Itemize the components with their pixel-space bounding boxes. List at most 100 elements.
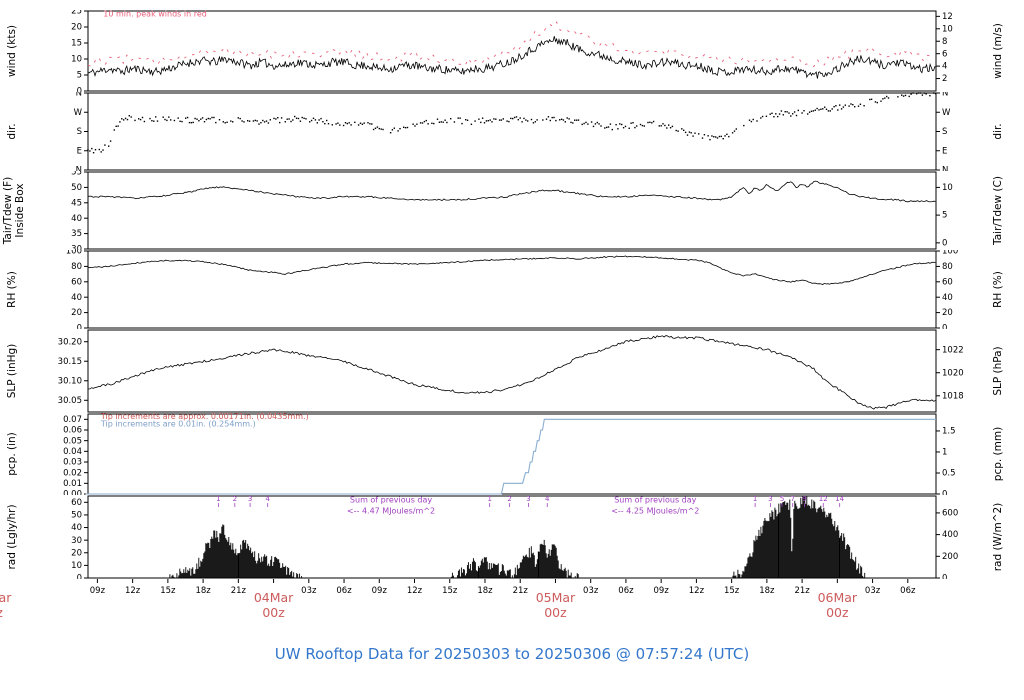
temp-left-axis: 30 35 40 45 50 55 — [71, 171, 88, 250]
rh-frame — [87, 250, 937, 329]
svg-text:1018: 1018 — [942, 391, 964, 401]
svg-text:25: 25 — [71, 10, 82, 17]
svg-text:N: N — [76, 166, 82, 171]
svg-text:10: 10 — [71, 55, 82, 65]
day-label: 05Mar — [536, 590, 576, 605]
wind-direction — [87, 92, 937, 154]
svg-text:30.20: 30.20 — [58, 337, 82, 347]
svg-text:0.00: 0.00 — [63, 490, 82, 495]
day-label: 04Mar — [254, 590, 294, 605]
rad-right-axis-label: rad (W/m^2) — [992, 503, 1004, 572]
svg-text:E: E — [77, 146, 82, 156]
svg-text:40: 40 — [71, 523, 82, 533]
rh-right-axis: 0 20 40 60 80 100 — [936, 250, 958, 329]
svg-text:E: E — [942, 146, 947, 156]
rad-annotation: 12 — [819, 495, 828, 503]
precip-accumulation — [85, 418, 936, 495]
rad-annotation: 1 — [753, 495, 757, 503]
wind-right-axis-label: wind (m/s) — [992, 23, 1004, 79]
svg-text:1022: 1022 — [942, 345, 964, 355]
svg-text:30.10: 30.10 — [58, 376, 82, 386]
svg-text:20: 20 — [942, 308, 953, 318]
svg-text:200: 200 — [942, 552, 958, 562]
x-axis-tick-label: 18z — [477, 586, 493, 596]
svg-text:S: S — [77, 127, 82, 137]
svg-text:S: S — [942, 127, 947, 137]
rad-annotation: 9 — [802, 495, 806, 503]
svg-text:20: 20 — [71, 23, 82, 33]
svg-text:60: 60 — [71, 277, 82, 287]
x-axis-tick-label: 15z — [160, 586, 176, 596]
rad-annotation: 2 — [507, 495, 511, 503]
x-axis-tick-label: 21z — [513, 586, 529, 596]
x-axis-tick-label: 06z — [618, 586, 634, 596]
svg-text:2: 2 — [942, 74, 947, 84]
x-axis-tick-label: 18z — [195, 586, 211, 596]
svg-text:80: 80 — [942, 262, 953, 272]
rad-left-axis: 0 10 20 30 40 50 60 — [71, 498, 88, 579]
x-axis-tick-label: 03z — [865, 586, 881, 596]
svg-text:1: 1 — [942, 448, 947, 458]
temp-right-axis-label: Tair/Tdew (C) — [992, 176, 1004, 246]
svg-text:N: N — [942, 166, 948, 171]
x-axis-tick-label: 09z — [654, 586, 670, 596]
svg-text:N: N — [942, 92, 948, 99]
svg-text:35: 35 — [71, 229, 82, 239]
slp-right-axis: 1018 1020 1022 — [936, 345, 964, 401]
temp-frame — [87, 171, 937, 250]
day-label-hour: 00z — [826, 605, 849, 620]
temp-panel: 30 35 40 45 50 55 0 5 10 Tair/Tdew (F) Inside Box T… — [2, 171, 1004, 250]
svg-text:15: 15 — [71, 39, 82, 49]
dir-left-axis-label: dir. — [6, 123, 18, 139]
relative-humidity — [87, 255, 936, 285]
rad-annotation: <-- 4.47 MJoules/m^2 — [347, 507, 435, 516]
x-axis-tick-label: 12z — [689, 586, 705, 596]
dir-right-axis-label: dir. — [992, 123, 1004, 139]
x-axis-tick-label: 03z — [301, 586, 317, 596]
svg-text:100: 100 — [942, 250, 958, 257]
rh-left-axis: 0 20 40 60 80 100 — [66, 250, 88, 329]
svg-text:40: 40 — [71, 293, 82, 303]
x-axis-tick-label: 09z — [90, 586, 106, 596]
svg-text:50: 50 — [71, 511, 82, 521]
x-axis-tick-label: 12z — [125, 586, 141, 596]
svg-text:0: 0 — [942, 574, 947, 579]
rh-right-axis-label: RH (%) — [992, 271, 1004, 308]
x-axis-tick-label: 18z — [759, 586, 775, 596]
wind-left-axis-label: wind (kts) — [6, 25, 18, 77]
svg-text:10: 10 — [71, 561, 82, 571]
svg-text:400: 400 — [942, 530, 958, 540]
svg-text:6: 6 — [942, 49, 947, 59]
svg-text:12: 12 — [942, 12, 953, 22]
pcp-annotation: Tip increments are 0.01in. (0.254mm.) — [100, 419, 256, 428]
x-axis-tick-label: 15z — [724, 586, 740, 596]
dir-left-axis: N ESW N — [74, 92, 88, 171]
pcp-annotation: Tip increments are approx. 0.00171in. (0… — [100, 413, 309, 421]
x-axis-tick-label: 12z — [407, 586, 423, 596]
wind-left-axis: 0 5 10 15 20 25 — [71, 10, 88, 92]
svg-text:10: 10 — [942, 183, 953, 193]
svg-text:45: 45 — [71, 198, 82, 208]
day-label: 06Mar — [818, 590, 858, 605]
wind-10min-peak-kts — [87, 21, 935, 68]
slp-left-axis: 30.05 30.10 30.15 30.20 — [58, 337, 88, 406]
x-axis-tick-label: 15z — [442, 586, 458, 596]
svg-text:8: 8 — [942, 37, 947, 47]
svg-text:10: 10 — [942, 24, 953, 34]
pcp-left-axis-label: pcp. (in) — [6, 432, 18, 476]
wind-panel: 0 5 10 15 20 25 2 4 6 8 10 12 wind (kts) wind (m/s) 10… — [6, 10, 1004, 92]
rad-annotation: Sum of previous day — [350, 495, 432, 504]
rad-annotation: 4 — [265, 495, 270, 503]
solar-radiation — [169, 496, 873, 578]
x-axis-tick-label: 21z — [794, 586, 810, 596]
wind-right-axis: 2 4 6 8 10 12 — [936, 12, 953, 84]
svg-text:0.02: 0.02 — [63, 468, 82, 478]
rad-annotation: 4 — [545, 495, 550, 503]
temp-left-axis-label: Tair/Tdew (F) — [2, 177, 14, 246]
slp-left-axis-label: SLP (inHg) — [6, 344, 18, 399]
slp-panel: 30.05 30.10 30.15 30.20 1018 1020 1022 SLP (inH… — [6, 329, 1004, 413]
x-axis-tick-label: 03z — [583, 586, 599, 596]
rh-panel: 0 20 40 60 80 100 0 20 40 60 80 100 RH (%) RH (%) — [6, 250, 1004, 329]
svg-text:0: 0 — [942, 324, 947, 329]
